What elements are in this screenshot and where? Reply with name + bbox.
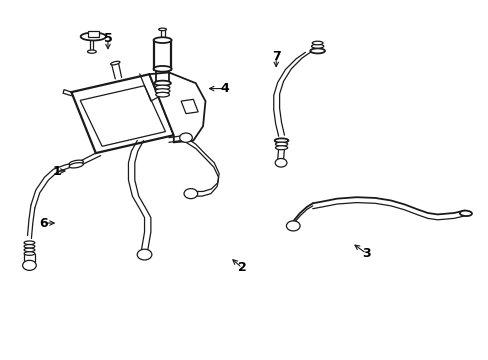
Text: 7: 7	[271, 50, 280, 63]
Circle shape	[179, 133, 192, 142]
Ellipse shape	[311, 44, 323, 48]
Text: 4: 4	[220, 82, 229, 95]
Ellipse shape	[81, 33, 106, 41]
Ellipse shape	[155, 85, 169, 90]
Text: 6: 6	[39, 216, 48, 230]
Ellipse shape	[310, 48, 325, 53]
Text: 3: 3	[361, 247, 370, 260]
Circle shape	[22, 260, 36, 270]
Circle shape	[137, 249, 152, 260]
Ellipse shape	[24, 241, 35, 244]
Ellipse shape	[312, 41, 323, 45]
Ellipse shape	[154, 81, 170, 86]
Ellipse shape	[24, 244, 35, 248]
Circle shape	[286, 221, 300, 231]
Ellipse shape	[156, 92, 169, 97]
Ellipse shape	[274, 138, 288, 143]
Ellipse shape	[69, 160, 83, 166]
Text: 1: 1	[52, 165, 61, 177]
Ellipse shape	[153, 37, 171, 43]
Ellipse shape	[153, 66, 171, 72]
Ellipse shape	[158, 28, 166, 31]
Ellipse shape	[110, 61, 120, 65]
Ellipse shape	[24, 248, 35, 252]
Polygon shape	[71, 74, 173, 153]
Polygon shape	[149, 72, 205, 142]
Polygon shape	[88, 31, 99, 37]
Ellipse shape	[275, 142, 287, 146]
Ellipse shape	[459, 211, 471, 216]
Ellipse shape	[275, 146, 287, 150]
Polygon shape	[181, 99, 198, 114]
Ellipse shape	[87, 50, 96, 53]
Circle shape	[183, 189, 197, 199]
Ellipse shape	[155, 89, 169, 93]
Circle shape	[275, 158, 286, 167]
Ellipse shape	[69, 163, 83, 168]
Ellipse shape	[24, 252, 35, 255]
Polygon shape	[80, 86, 165, 146]
Text: 2: 2	[237, 261, 246, 274]
Text: 5: 5	[103, 32, 112, 45]
